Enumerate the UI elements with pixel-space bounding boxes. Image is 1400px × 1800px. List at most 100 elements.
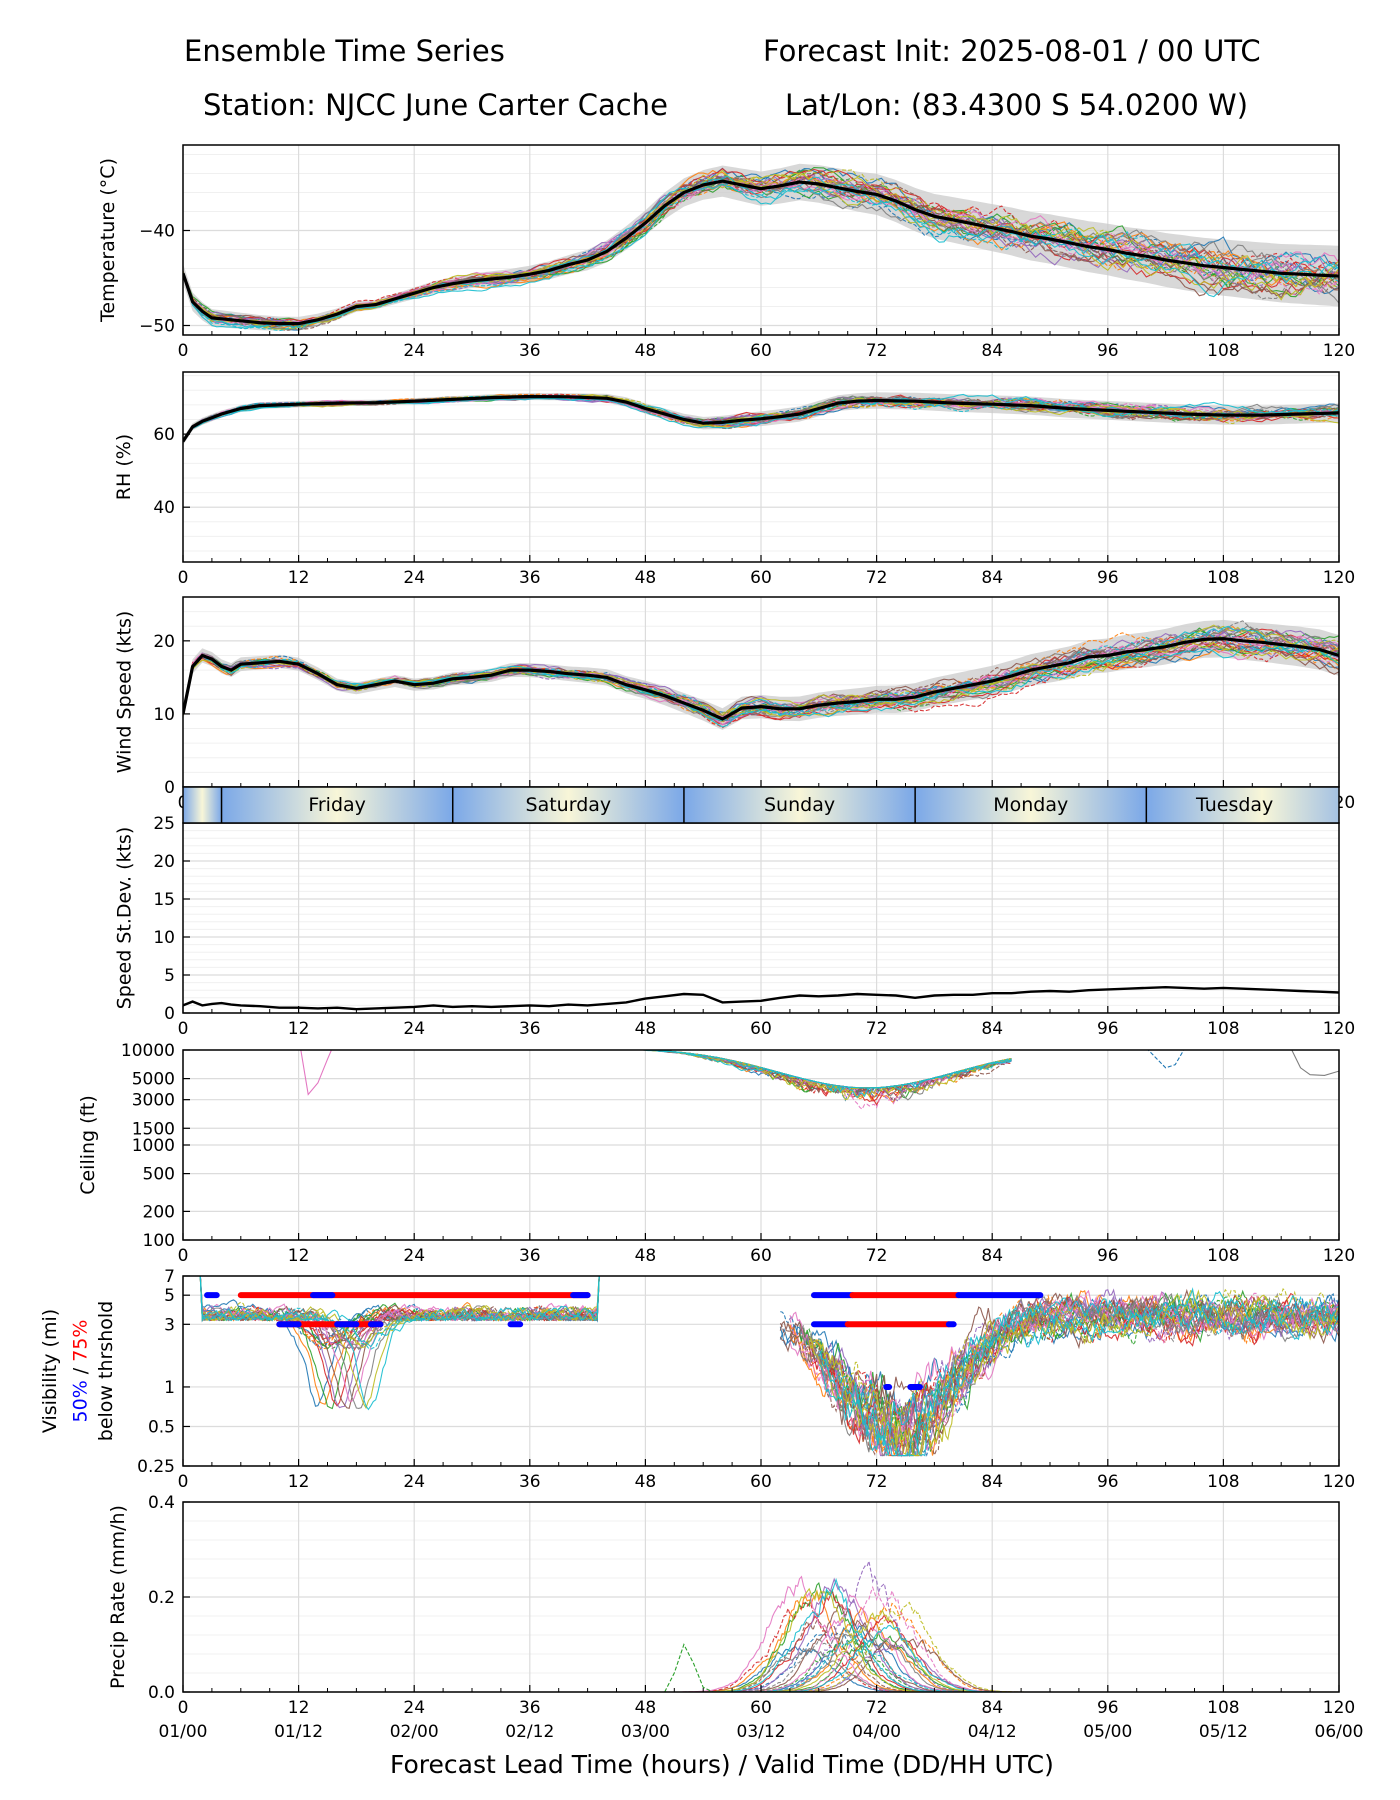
wind-speed-y-label: Wind Speed (kts)	[112, 610, 135, 774]
y-tick-label: 60	[153, 425, 175, 445]
x-tick-label: 72	[866, 1019, 888, 1039]
x-tick-label: 12	[288, 568, 310, 588]
x-tick-label: 96	[1097, 1698, 1119, 1718]
visibility-member-line	[199, 1276, 600, 1347]
x-tick-label: 12	[288, 341, 310, 361]
valid-time-label: 05/12	[1199, 1722, 1248, 1742]
x-tick-label: 96	[1097, 568, 1119, 588]
temperature-panel: −50 −40 0 12 24 36 48 60 72 84 96 108 120	[139, 144, 1355, 361]
y-tick-label: 0	[164, 1004, 175, 1024]
ensemble-member-line	[183, 634, 1339, 720]
ceiling-member-line	[639, 1050, 1012, 1095]
x-tick-label: 48	[635, 568, 657, 588]
rh-y-label: RH (%)	[113, 433, 136, 501]
station-latlon: Lat/Lon: (83.4300 S 54.0200 W)	[785, 88, 1249, 122]
visibility-member-line	[808, 1289, 1339, 1458]
x-tick-label: 12	[288, 1246, 310, 1266]
threshold-legend-label: 50% / 75%	[69, 1320, 91, 1423]
x-tick-label: 72	[866, 1246, 888, 1266]
precip-member-line	[664, 1601, 1049, 1692]
precip-rate-y-label: Precip Rate (mm/h)	[106, 1505, 129, 1689]
y-tick-label: −40	[139, 222, 175, 242]
x-tick-label: 108	[1207, 1698, 1239, 1718]
x-tick-label: 108	[1207, 1019, 1239, 1039]
x-tick-label: 120	[1323, 568, 1355, 588]
precip-member-line	[664, 1624, 1049, 1692]
visibility-y-label: Visibility (mi)	[39, 1308, 62, 1434]
visibility-member-line	[199, 1276, 600, 1346]
visibility-member-line	[199, 1276, 600, 1403]
x-tick-label: 24	[403, 341, 425, 361]
x-tick-label: 0	[178, 1698, 189, 1718]
y-tick-label: 0.5	[148, 1417, 175, 1437]
precip-member-line	[664, 1602, 1049, 1692]
x-tick-label: 36	[519, 341, 541, 361]
x-tick-label: 24	[403, 1698, 425, 1718]
x-tick-label: 24	[403, 1246, 425, 1266]
precip-panel: 0.0 0.2 0.4 0 12 24 36 48 60 72 84 96 108 120 01/00 01/…	[148, 1493, 1364, 1742]
visibility-member-line	[199, 1276, 600, 1349]
y-tick-label: 10000	[121, 1041, 175, 1061]
y-tick-label: 100	[143, 1231, 175, 1251]
x-tick-label: 84	[981, 568, 1003, 588]
valid-time-label: 02/12	[505, 1722, 554, 1742]
x-tick-label: 12	[288, 1698, 310, 1718]
y-tick-label: 20	[153, 852, 175, 872]
x-tick-label: 96	[1097, 341, 1119, 361]
y-tick-label: 20	[153, 632, 175, 652]
ensemble-member-line	[183, 183, 1339, 329]
y-tick-label: 0.0	[148, 1683, 175, 1703]
x-tick-label: 0	[178, 1246, 189, 1266]
precip-member-line	[664, 1589, 1049, 1692]
valid-time-label: 06/00	[1315, 1722, 1364, 1742]
valid-time-label: 01/00	[159, 1722, 208, 1742]
ceiling-member-line	[1291, 1050, 1339, 1076]
x-tick-label: 60	[750, 341, 772, 361]
visibility-member-line	[199, 1276, 600, 1407]
x-tick-label: 108	[1207, 568, 1239, 588]
precip-member-line	[664, 1626, 1049, 1692]
valid-time-label: 04/00	[852, 1722, 901, 1742]
ensemble-member-line	[183, 632, 1339, 721]
day-segment	[1146, 787, 1339, 823]
day-label: Friday	[308, 794, 366, 816]
ceiling-member-line	[639, 1050, 1012, 1099]
ensemble-member-line	[183, 625, 1339, 728]
x-tick-label: 120	[1323, 1698, 1355, 1718]
legend-separator: /	[68, 1361, 91, 1381]
x-tick-label: 36	[519, 568, 541, 588]
y-tick-label: 200	[143, 1202, 175, 1222]
x-tick-label: 24	[403, 1472, 425, 1492]
ensemble-mean-line	[183, 637, 1339, 721]
x-tick-label: 48	[635, 341, 657, 361]
y-tick-label: 5	[164, 966, 175, 986]
x-tick-label: 120	[1323, 1472, 1355, 1492]
wind_speed-panel: 0102001224364860728496108120	[153, 596, 1355, 813]
ensemble-member-line	[183, 179, 1339, 332]
x-tick-label: 60	[750, 1246, 772, 1266]
x-tick-label: 84	[981, 1698, 1003, 1718]
x-tick-label: 60	[750, 1698, 772, 1718]
y-tick-label: 1	[164, 1378, 175, 1398]
visibility-member-line	[199, 1276, 600, 1351]
valid-time-label: 04/12	[968, 1722, 1017, 1742]
day-label: Tuesday	[1195, 794, 1273, 816]
ceiling-member-line	[636, 1050, 1012, 1094]
y-tick-label: 3	[164, 1315, 175, 1335]
ensemble-member-line	[183, 624, 1339, 716]
y-tick-label: 1000	[132, 1136, 175, 1156]
y-tick-label: 10	[153, 705, 175, 725]
y-tick-label: 5000	[132, 1070, 175, 1090]
day-band: Friday Saturday Sunday Monday Tuesday	[182, 786, 1340, 824]
visibility-member-line	[818, 1290, 1339, 1457]
x-tick-label: 0	[178, 568, 189, 588]
day-segment	[683, 787, 916, 823]
day-segment	[221, 787, 453, 823]
ceiling-member-line	[300, 1050, 333, 1096]
ceiling-member-line	[639, 1050, 1012, 1095]
valid-time-label: 03/00	[621, 1722, 670, 1742]
x-tick-label: 84	[981, 1246, 1003, 1266]
precip-member-line	[664, 1587, 1049, 1692]
y-tick-label: 25	[153, 814, 175, 834]
